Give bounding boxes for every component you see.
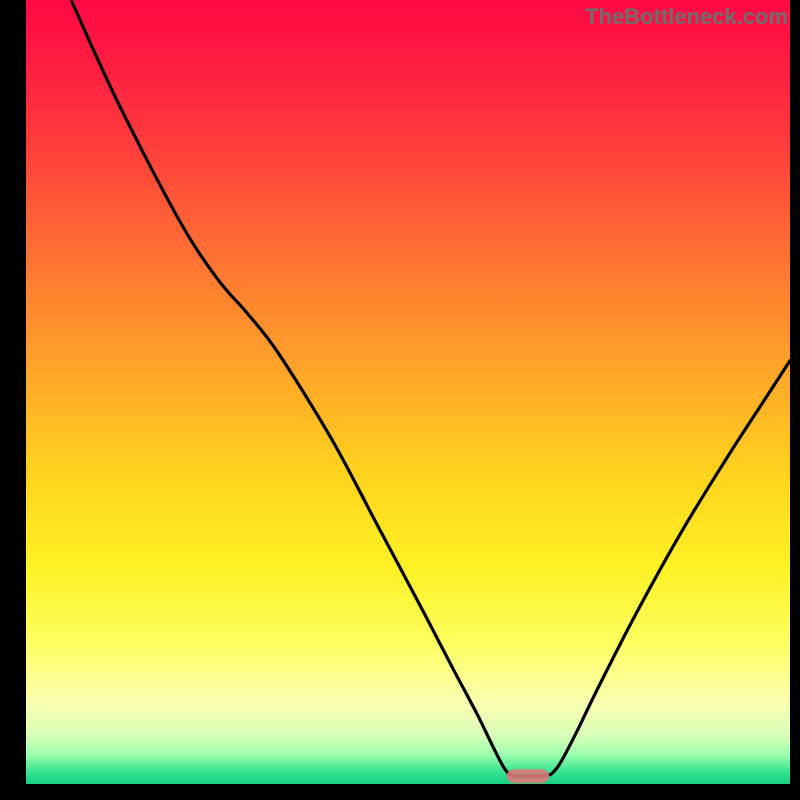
frame-right: [790, 0, 800, 800]
sweet-spot-marker: [507, 769, 550, 783]
plot-svg: [26, 0, 790, 784]
gradient-background: [26, 0, 790, 784]
frame-bottom: [0, 784, 800, 800]
watermark-text: TheBottleneck.com: [585, 4, 788, 30]
chart-stage: TheBottleneck.com: [0, 0, 800, 800]
frame-left: [0, 0, 26, 800]
plot-area: [26, 0, 790, 784]
